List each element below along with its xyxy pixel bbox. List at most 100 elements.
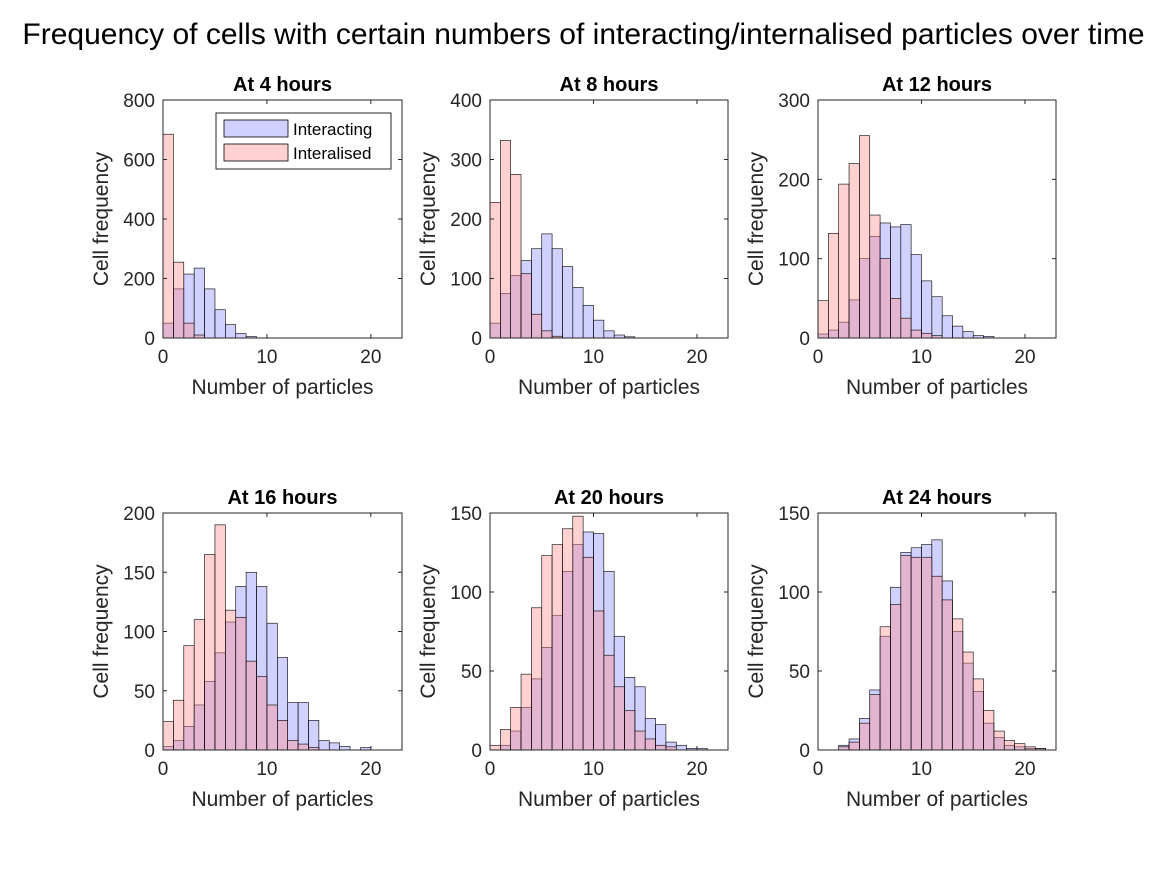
bar-internalised <box>510 707 522 751</box>
x-tick-label: 10 <box>911 347 932 368</box>
bar-interacting <box>214 309 226 339</box>
x-axis-label: Number of particles <box>846 788 1028 811</box>
bar-internalised <box>183 322 195 339</box>
bar-internalised <box>162 721 174 751</box>
legend: Interacting Interalised <box>215 112 392 170</box>
y-tick-label: 150 <box>123 563 155 584</box>
bar-internalised <box>541 555 553 751</box>
bar-interacting <box>193 267 205 339</box>
bar-internalised <box>489 202 501 339</box>
bar-internalised <box>593 610 605 751</box>
axes-background <box>818 513 1056 750</box>
bar-interacting <box>562 266 574 339</box>
x-tick-label: 20 <box>1014 759 1035 780</box>
y-tick-label: 0 <box>471 329 482 350</box>
bar-internalised <box>879 258 891 339</box>
legend-label: Interacting <box>293 120 372 139</box>
y-tick-label: 200 <box>778 170 810 191</box>
y-tick-label: 0 <box>799 741 810 762</box>
y-axis-label: Cell frequency <box>90 151 113 286</box>
bar-internalised <box>1014 743 1026 751</box>
y-tick-label: 100 <box>450 270 482 291</box>
bar-internalised <box>910 556 922 751</box>
y-tick-label: 200 <box>123 270 155 291</box>
x-tick-label: 0 <box>485 347 496 368</box>
y-tick-label: 100 <box>778 583 810 604</box>
bar-internalised <box>562 528 574 751</box>
bar-internalised <box>256 676 268 751</box>
x-tick-label: 0 <box>485 759 496 780</box>
bar-internalised <box>900 317 912 339</box>
bar-internalised <box>245 660 257 751</box>
y-tick-label: 600 <box>123 151 155 172</box>
x-tick-label: 10 <box>256 759 277 780</box>
y-tick-label: 50 <box>134 682 155 703</box>
bar-internalised <box>225 609 237 751</box>
y-tick-label: 400 <box>450 91 482 112</box>
y-tick-label: 150 <box>450 504 482 525</box>
bar-internalised <box>520 273 532 339</box>
bar-internalised <box>266 704 278 751</box>
bar-interacting <box>235 333 247 339</box>
bar-internalised <box>183 645 195 751</box>
x-axis-label: Number of particles <box>846 376 1028 399</box>
legend-swatch-internalised <box>223 143 289 162</box>
bar-internalised <box>531 313 543 339</box>
figure-title: Frequency of cells with certain numbers … <box>22 18 1145 51</box>
bar-internalised <box>910 329 922 339</box>
bar-internalised <box>520 673 532 751</box>
bar-internalised <box>603 654 615 751</box>
x-tick-label: 10 <box>583 347 604 368</box>
bar-interacting <box>952 325 964 339</box>
legend-label: Interalised <box>293 144 371 163</box>
bar-internalised <box>204 554 216 751</box>
axes-box <box>817 99 1057 339</box>
bar-internalised <box>993 730 1005 751</box>
bar-internalised <box>500 729 511 751</box>
bar-interacting <box>225 324 237 339</box>
bar-internalised <box>848 163 860 339</box>
x-axis-label: Number of particles <box>191 788 373 811</box>
subplot-title: At 8 hours <box>560 74 659 96</box>
bar-interacting <box>328 742 340 751</box>
axes-background <box>818 100 1056 338</box>
legend-box <box>215 112 392 170</box>
bar-internalised <box>297 743 309 751</box>
y-tick-label: 200 <box>123 504 155 525</box>
bar-interacting <box>941 315 953 339</box>
subplot-title: At 20 hours <box>554 487 664 509</box>
bar-internalised <box>941 599 953 751</box>
y-tick-label: 300 <box>778 91 810 112</box>
x-tick-label: 20 <box>686 347 707 368</box>
bar-internalised <box>817 300 829 339</box>
bar-internalised <box>235 616 247 751</box>
bar-internalised <box>921 556 933 751</box>
bar-interacting <box>603 330 615 339</box>
bar-internalised <box>214 524 226 751</box>
bar-internalised <box>931 575 943 751</box>
y-tick-label: 0 <box>471 741 482 762</box>
y-tick-label: 400 <box>123 210 155 231</box>
bar-internalised <box>287 740 299 751</box>
bar-internalised <box>551 544 563 751</box>
x-tick-label: 20 <box>360 759 381 780</box>
x-tick-label: 20 <box>686 759 707 780</box>
bar-internalised <box>634 730 646 751</box>
bar-internalised <box>828 232 839 339</box>
bar-internalised <box>582 556 594 751</box>
bar-interacting <box>962 331 974 339</box>
bar-internalised <box>162 133 174 339</box>
bar-interacting <box>308 720 320 751</box>
y-tick-label: 0 <box>144 741 155 762</box>
bar-internalised <box>655 744 667 751</box>
bar-interacting <box>297 702 309 751</box>
bar-internalised <box>848 741 860 751</box>
bar-internalised <box>193 619 205 751</box>
bar-internalised <box>531 607 543 751</box>
bar-interacting <box>931 296 943 339</box>
x-axis-label: Number of particles <box>191 376 373 399</box>
